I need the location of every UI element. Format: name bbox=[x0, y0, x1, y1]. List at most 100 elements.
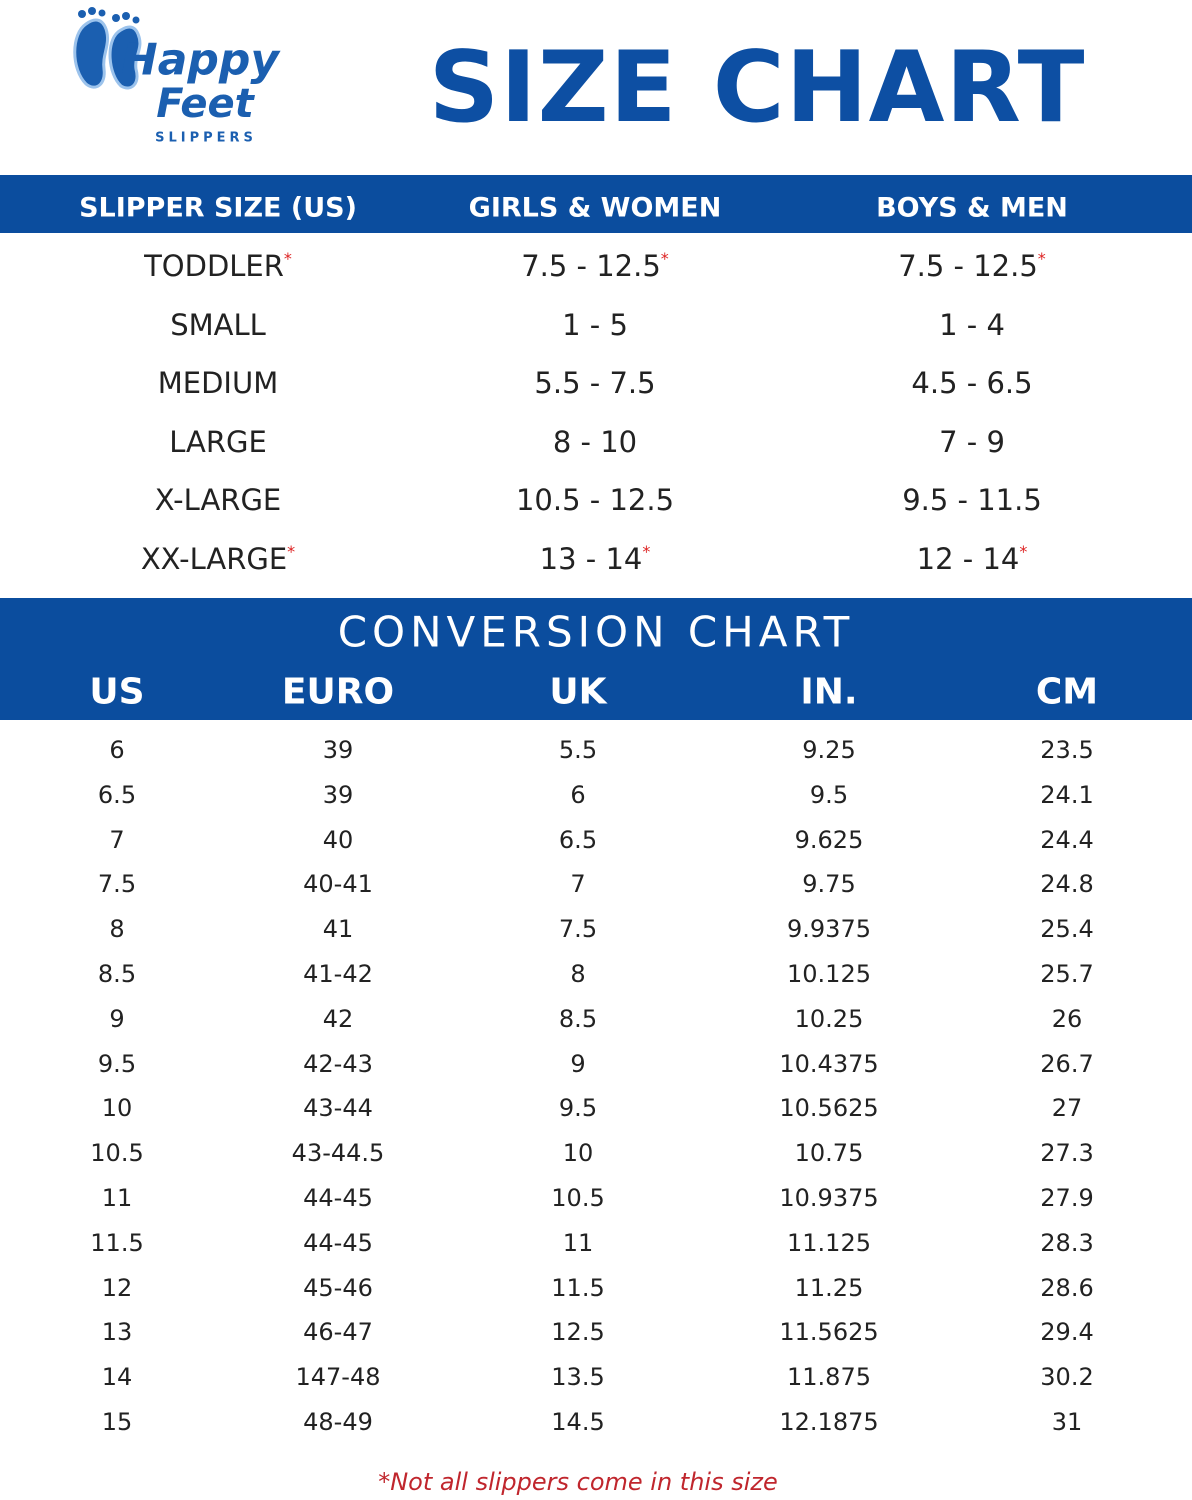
table-cell: 27.9 bbox=[1040, 1184, 1094, 1212]
footnote-mark: * bbox=[642, 542, 651, 561]
table-cell: 43-44 bbox=[303, 1094, 373, 1123]
table-cell: 12.5 bbox=[551, 1318, 605, 1347]
table-cell: 11.5625 bbox=[779, 1318, 879, 1347]
table-cell: 13 - 14* bbox=[540, 542, 651, 576]
column-header: IN. bbox=[800, 671, 858, 713]
table-cell: 7.5 - 12.5* bbox=[521, 249, 669, 283]
logo-word: Feet bbox=[156, 81, 254, 127]
table-cell: 9.5 bbox=[97, 1049, 137, 1078]
table-cell: 1 - 5 bbox=[562, 308, 628, 342]
table-cell: 30.2 bbox=[1040, 1363, 1094, 1392]
footnote-mark: * bbox=[1019, 542, 1028, 561]
table-cell: XX-LARGE* bbox=[141, 542, 295, 576]
table-cell: 44-45 bbox=[303, 1228, 373, 1257]
table-cell: 9.5 bbox=[558, 1094, 598, 1123]
table-cell: 14.5 bbox=[551, 1408, 605, 1436]
table-cell: 28.6 bbox=[1040, 1273, 1094, 1302]
cell-text: 5.5 - 7.5 bbox=[534, 366, 656, 401]
table-cell: 11.125 bbox=[787, 1228, 871, 1257]
table-cell: 6.5 bbox=[97, 780, 137, 809]
table-cell: 8.5 bbox=[97, 960, 137, 988]
cell-text: 7.5 - 12.5 bbox=[898, 249, 1038, 283]
conversion-header-bar bbox=[0, 598, 1192, 720]
table-cell: 24.1 bbox=[1040, 780, 1094, 809]
table-cell: 12.1875 bbox=[779, 1408, 879, 1436]
table-cell: SMALL bbox=[170, 308, 266, 342]
table-cell: 39 bbox=[322, 780, 354, 809]
table-cell: 23.5 bbox=[1040, 736, 1094, 764]
table-cell: 40 bbox=[322, 825, 354, 854]
cell-text: TODDLER bbox=[144, 249, 284, 283]
cell-text: 7.5 - 12.5 bbox=[521, 249, 661, 283]
cell-text: 4.5 - 6.5 bbox=[911, 366, 1033, 401]
logo-tagline: SLIPPERS bbox=[155, 130, 257, 146]
table-cell: 24.4 bbox=[1040, 825, 1094, 854]
cell-text: 1 - 5 bbox=[562, 307, 628, 342]
table-cell: 15 bbox=[101, 1408, 133, 1436]
table-cell: 26 bbox=[1051, 1004, 1083, 1033]
table-cell: 7.5 bbox=[97, 870, 137, 899]
table-cell: 10.9375 bbox=[779, 1184, 879, 1212]
table-cell: TODDLER* bbox=[144, 249, 292, 283]
table-cell: 6 bbox=[109, 736, 125, 764]
table-cell: 42 bbox=[322, 1004, 354, 1033]
footnote: *Not all slippers come in this size bbox=[378, 1468, 778, 1496]
table-cell: 7 bbox=[109, 825, 125, 854]
column-header: SLIPPER SIZE (US) bbox=[79, 192, 357, 224]
table-cell: 11.5 bbox=[551, 1273, 605, 1302]
table-cell: 25.4 bbox=[1040, 915, 1094, 944]
cell-text: 9.5 - 11.5 bbox=[902, 483, 1042, 518]
table-cell: 45-46 bbox=[303, 1273, 373, 1302]
table-cell: 43-44.5 bbox=[291, 1139, 385, 1168]
table-cell: 14 bbox=[101, 1363, 133, 1392]
table-cell: 11 bbox=[562, 1228, 594, 1257]
table-cell: 10 bbox=[101, 1094, 133, 1123]
table-cell: 28.3 bbox=[1040, 1228, 1094, 1257]
table-cell: 8 - 10 bbox=[553, 425, 637, 459]
table-cell: 10.125 bbox=[787, 960, 871, 988]
table-cell: 10 bbox=[562, 1139, 594, 1168]
size-header-bar bbox=[0, 175, 1192, 233]
table-cell: 11.25 bbox=[794, 1273, 864, 1302]
table-cell: 42-43 bbox=[303, 1049, 373, 1078]
table-cell: 31 bbox=[1051, 1408, 1083, 1436]
cell-text: 1 - 4 bbox=[939, 307, 1005, 342]
table-cell: 7 bbox=[570, 870, 586, 899]
table-cell: 29.4 bbox=[1040, 1318, 1094, 1347]
cell-text: 12 - 14 bbox=[916, 542, 1020, 576]
table-cell: 4.5 - 6.5 bbox=[911, 366, 1032, 400]
table-cell: 13.5 bbox=[551, 1363, 605, 1392]
table-cell: 10.5 bbox=[551, 1184, 605, 1212]
table-cell: 1 - 4 bbox=[939, 308, 1005, 342]
table-cell: 9.625 bbox=[794, 825, 864, 854]
cell-text: XX-LARGE bbox=[140, 542, 288, 576]
footnote-mark: * bbox=[660, 249, 669, 268]
table-cell: 147-48 bbox=[295, 1363, 381, 1392]
table-cell: 9.9375 bbox=[787, 915, 871, 944]
table-cell: 10.4375 bbox=[779, 1049, 879, 1078]
footnote-mark: * bbox=[1037, 249, 1046, 268]
column-header: UK bbox=[549, 671, 607, 713]
table-cell: 9 bbox=[109, 1004, 125, 1033]
table-cell: X-LARGE bbox=[155, 483, 282, 517]
cell-text: 10.5 - 12.5 bbox=[515, 483, 675, 518]
table-cell: 6.5 bbox=[558, 825, 598, 854]
table-cell: 10.5 - 12.5 bbox=[516, 483, 674, 517]
table-cell: 40-41 bbox=[303, 870, 373, 899]
table-cell: 8 bbox=[109, 915, 125, 944]
table-cell: 11 bbox=[101, 1184, 133, 1212]
footnote-mark: * bbox=[283, 249, 292, 268]
table-cell: 9.75 bbox=[802, 870, 856, 899]
table-cell: 27.3 bbox=[1040, 1139, 1094, 1168]
table-cell: 27 bbox=[1051, 1094, 1083, 1123]
table-cell: 5.5 - 7.5 bbox=[534, 366, 655, 400]
table-cell: MEDIUM bbox=[158, 366, 278, 400]
table-cell: 10.5 bbox=[90, 1139, 144, 1168]
table-cell: 11.5 bbox=[90, 1228, 144, 1257]
table-cell: 25.7 bbox=[1040, 960, 1094, 988]
table-cell: 9.25 bbox=[802, 736, 856, 764]
table-cell: LARGE bbox=[169, 425, 267, 459]
footnote-mark: * bbox=[287, 542, 296, 561]
table-cell: 12 - 14* bbox=[917, 542, 1028, 576]
logo-feet bbox=[73, 7, 142, 90]
